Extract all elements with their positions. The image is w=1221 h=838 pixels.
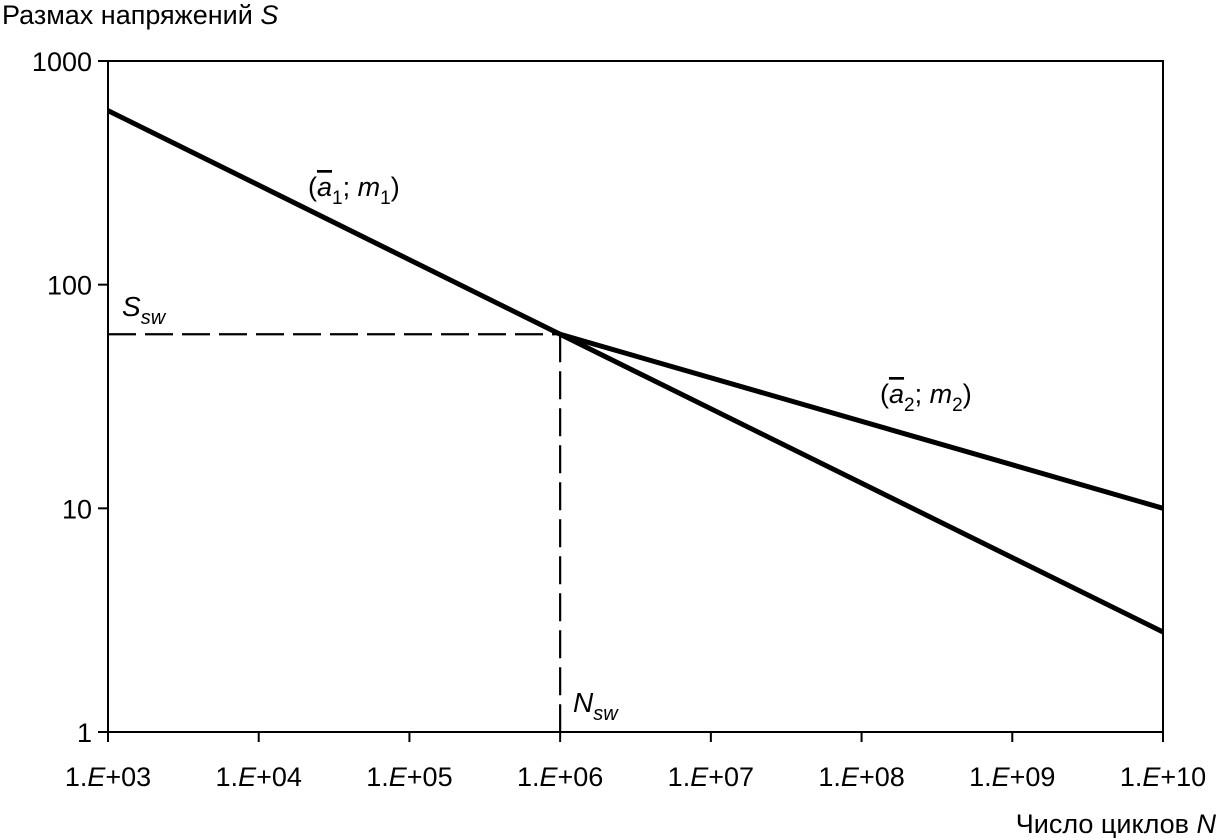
series-1-label-a-sub: 1 <box>332 188 343 209</box>
x-tick-label-7: 1.E+10 <box>1120 762 1206 792</box>
x-tick-label-6-mantissa: 1. <box>969 762 992 792</box>
x-tick-label-2: 1.E+05 <box>366 762 452 792</box>
y-axis-title-var: S <box>260 0 278 30</box>
x-tick-label-0: 1.E+03 <box>65 762 151 792</box>
x-axis-title-text: Число циклов <box>1016 809 1197 838</box>
x-tick-label-4-e: E <box>690 762 709 792</box>
series-1-label-close: ) <box>391 172 400 202</box>
series-1-label-a: a <box>317 172 332 202</box>
x-tick-label-0-e: E <box>87 762 106 792</box>
x-tick-label-4-mantissa: 1. <box>668 762 691 792</box>
s-sw-label-sub: sw <box>141 307 167 329</box>
series-2-label-close: ) <box>963 379 972 409</box>
x-axis-title: Число циклов N <box>1016 809 1217 838</box>
s-sw-label-main: S <box>122 291 141 322</box>
x-tick-label-2-exp: +05 <box>407 762 453 792</box>
plot-frame <box>107 60 1164 733</box>
x-tick-label-3-exp: +06 <box>558 762 604 792</box>
series-2-label-m-sub: 2 <box>952 395 963 416</box>
x-tick-label-7-e: E <box>1142 762 1161 792</box>
x-tick-label-0-exp: +03 <box>105 762 151 792</box>
x-tick-label-5-exp: +08 <box>859 762 905 792</box>
series-line-1 <box>106 108 1165 635</box>
series-1-label-m-sub: 1 <box>380 188 391 209</box>
series-2-label: (a2; m2) <box>880 379 972 416</box>
x-tick-label-5: 1.E+08 <box>818 762 904 792</box>
series-2-label-sep: ; <box>915 379 930 409</box>
series-1-label-open: ( <box>308 172 317 202</box>
n-sw-label: Nsw <box>573 687 619 725</box>
x-tick-label-6-exp: +09 <box>1010 762 1056 792</box>
series-line-2 <box>559 331 1164 511</box>
x-tick-label-1-exp: +04 <box>256 762 302 792</box>
x-tick-label-1: 1.E+04 <box>216 762 302 792</box>
y-axis-title: Размах напряжений S <box>2 0 278 30</box>
y-tick-label-1: 10 <box>62 494 92 524</box>
x-tick-label-1-mantissa: 1. <box>216 762 239 792</box>
series-1-label-sep: ; <box>343 172 358 202</box>
series-layer <box>106 108 1165 635</box>
series-2-label-a-sub: 2 <box>904 395 915 416</box>
x-tick-label-6-e: E <box>992 762 1011 792</box>
x-tick-label-4: 1.E+07 <box>668 762 754 792</box>
y-tick-label-0: 1 <box>77 718 92 748</box>
x-tick-label-0-mantissa: 1. <box>65 762 88 792</box>
series-1-label: (a1; m1) <box>308 172 400 209</box>
x-tick-label-1-e: E <box>238 762 257 792</box>
x-tick-label-6: 1.E+09 <box>969 762 1055 792</box>
x-tick-label-5-mantissa: 1. <box>818 762 841 792</box>
series-2-label-m: m <box>930 379 953 409</box>
x-tick-label-3-e: E <box>539 762 558 792</box>
x-tick-label-7-exp: +10 <box>1160 762 1206 792</box>
x-tick-label-2-e: E <box>389 762 408 792</box>
x-tick-label-3: 1.E+06 <box>517 762 603 792</box>
x-axis-title-var: N <box>1197 809 1217 838</box>
y-tick-label-3: 1000 <box>32 47 92 77</box>
n-sw-label-main: N <box>573 687 594 718</box>
series-1-label-m: m <box>358 172 381 202</box>
x-tick-label-4-exp: +07 <box>708 762 754 792</box>
series-2-label-open: ( <box>880 379 889 409</box>
y-tick-label-2: 100 <box>47 271 92 301</box>
x-tick-label-7-mantissa: 1. <box>1120 762 1143 792</box>
y-axis-title-text: Размах напряжений <box>2 0 260 30</box>
x-tick-label-3-mantissa: 1. <box>517 762 540 792</box>
n-sw-label-sub: sw <box>593 703 619 725</box>
series-2-label-a: a <box>889 379 904 409</box>
ticks-layer: 1.E+03 1.E+04 1.E+05 1.E+06 1.E+07 1.E+08 1.E+… <box>32 47 1206 792</box>
x-tick-label-5-e: E <box>841 762 860 792</box>
reference-lines <box>108 333 562 732</box>
x-tick-label-2-mantissa: 1. <box>366 762 389 792</box>
s-sw-label: Ssw <box>122 291 167 329</box>
